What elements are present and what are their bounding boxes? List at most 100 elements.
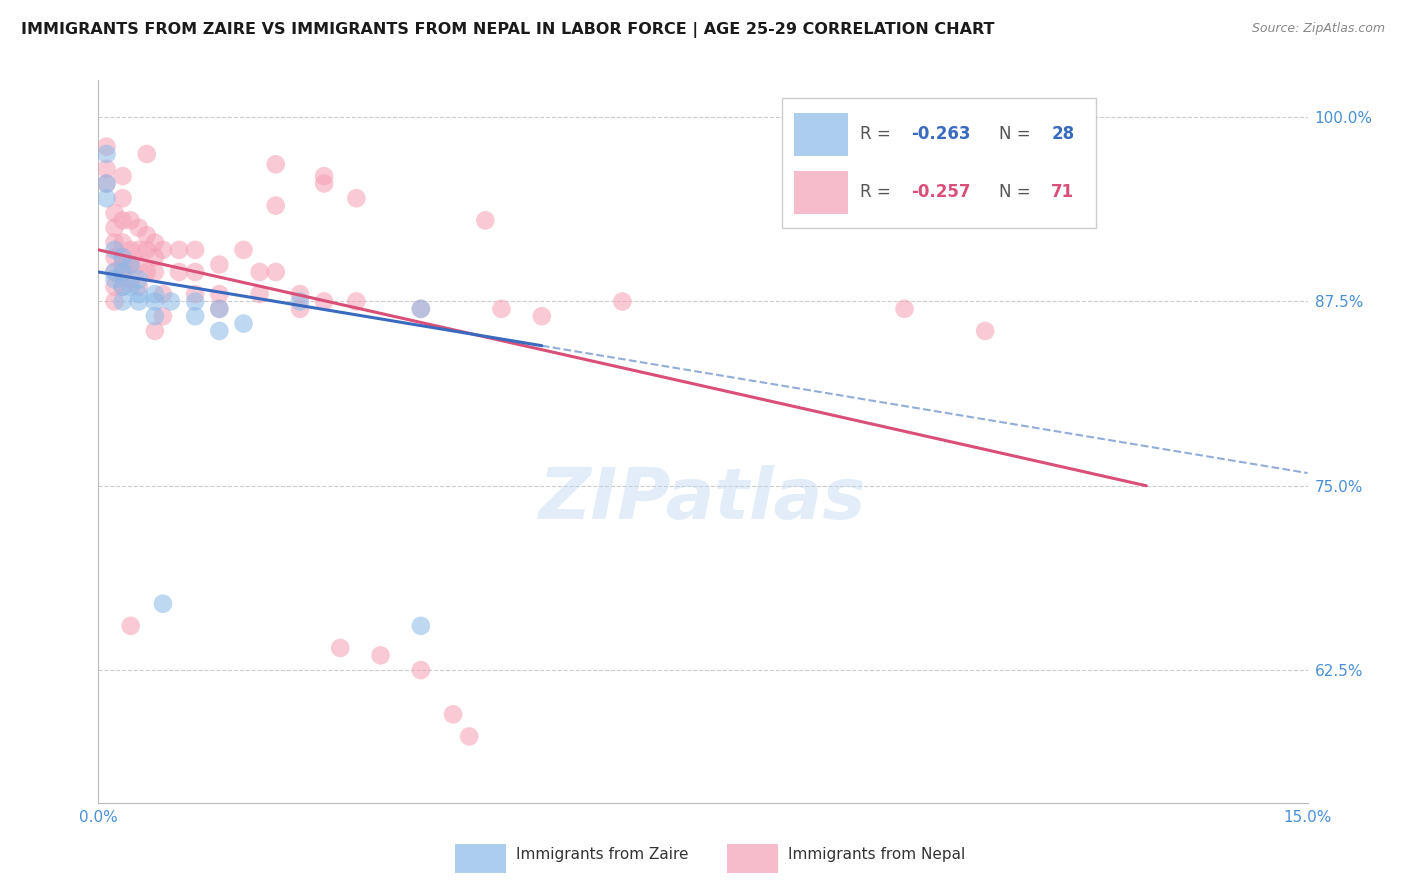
Point: [96, 139, 118, 153]
Text: Source: ZipAtlas.com: Source: ZipAtlas.com: [1251, 22, 1385, 36]
Point: [409, 301, 432, 316]
Point: [120, 272, 142, 286]
Point: [103, 235, 125, 250]
Point: [491, 301, 513, 316]
FancyBboxPatch shape: [456, 844, 506, 873]
Point: [370, 648, 392, 663]
FancyBboxPatch shape: [793, 170, 848, 214]
Point: [208, 301, 231, 316]
Point: [974, 324, 997, 338]
Point: [111, 279, 134, 293]
Point: [288, 301, 311, 316]
Point: [120, 258, 142, 272]
Text: Immigrants from Nepal: Immigrants from Nepal: [787, 847, 965, 863]
Text: -0.263: -0.263: [911, 126, 970, 144]
Point: [474, 213, 496, 227]
Point: [111, 250, 134, 264]
Point: [103, 206, 125, 220]
Point: [96, 177, 118, 191]
FancyBboxPatch shape: [793, 112, 848, 156]
Point: [344, 294, 367, 309]
Point: [152, 243, 174, 257]
Point: [893, 301, 915, 316]
Point: [111, 213, 134, 227]
Point: [264, 157, 287, 171]
Point: [409, 663, 432, 677]
Point: [184, 243, 207, 257]
Text: R =: R =: [860, 183, 896, 202]
Text: -0.257: -0.257: [911, 183, 970, 202]
Point: [96, 191, 118, 205]
Point: [143, 235, 166, 250]
Point: [152, 309, 174, 323]
Point: [120, 619, 142, 633]
Point: [409, 301, 432, 316]
Point: [128, 287, 150, 301]
Point: [103, 279, 125, 293]
Point: [120, 279, 142, 293]
Point: [314, 169, 336, 183]
Point: [143, 324, 166, 338]
Point: [111, 250, 134, 264]
Point: [135, 228, 157, 243]
Point: [128, 258, 150, 272]
Point: [96, 177, 118, 191]
Point: [329, 640, 352, 655]
Point: [111, 169, 134, 183]
Point: [184, 294, 207, 309]
Point: [128, 220, 150, 235]
Point: [120, 258, 142, 272]
Point: [111, 191, 134, 205]
Point: [120, 213, 142, 227]
Text: N =: N =: [1000, 183, 1036, 202]
Point: [344, 191, 367, 205]
Point: [208, 258, 231, 272]
Point: [208, 324, 231, 338]
Point: [103, 265, 125, 279]
Point: [135, 265, 157, 279]
Point: [120, 243, 142, 257]
Text: IMMIGRANTS FROM ZAIRE VS IMMIGRANTS FROM NEPAL IN LABOR FORCE | AGE 25-29 CORREL: IMMIGRANTS FROM ZAIRE VS IMMIGRANTS FROM…: [21, 22, 994, 38]
Point: [103, 250, 125, 264]
Point: [249, 287, 271, 301]
Point: [160, 294, 183, 309]
Point: [128, 243, 150, 257]
Point: [264, 199, 287, 213]
Point: [409, 619, 432, 633]
Text: Immigrants from Zaire: Immigrants from Zaire: [516, 847, 688, 863]
Point: [612, 294, 634, 309]
Point: [530, 309, 553, 323]
Point: [208, 301, 231, 316]
Point: [96, 147, 118, 161]
Point: [103, 265, 125, 279]
Point: [135, 147, 157, 161]
Point: [314, 294, 336, 309]
Point: [143, 250, 166, 264]
Point: [111, 265, 134, 279]
Point: [441, 707, 464, 722]
Point: [232, 317, 254, 331]
Point: [249, 265, 271, 279]
Point: [314, 177, 336, 191]
Point: [167, 243, 190, 257]
Point: [184, 265, 207, 279]
Point: [103, 220, 125, 235]
Point: [152, 597, 174, 611]
Point: [232, 243, 254, 257]
Point: [458, 730, 481, 744]
Point: [111, 258, 134, 272]
Point: [135, 243, 157, 257]
Text: N =: N =: [1000, 126, 1036, 144]
Point: [184, 309, 207, 323]
Point: [143, 309, 166, 323]
FancyBboxPatch shape: [782, 98, 1097, 228]
FancyBboxPatch shape: [727, 844, 778, 873]
Point: [128, 279, 150, 293]
Text: 28: 28: [1052, 126, 1074, 144]
Point: [111, 294, 134, 309]
Point: [111, 235, 134, 250]
Text: 71: 71: [1052, 183, 1074, 202]
Point: [128, 294, 150, 309]
Point: [208, 287, 231, 301]
Point: [103, 272, 125, 286]
